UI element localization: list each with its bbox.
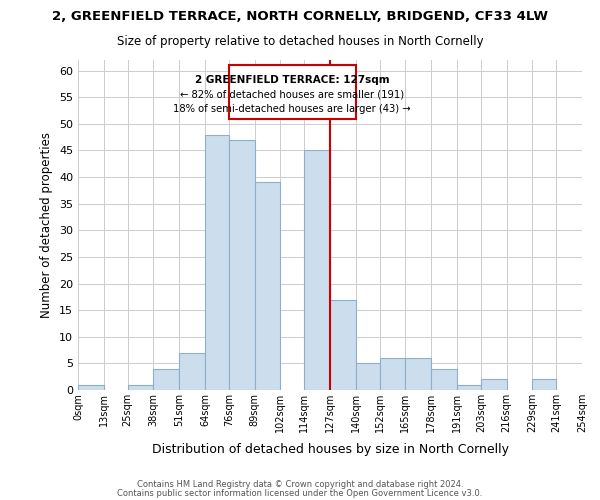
Bar (481, 380, 506, 390)
Text: Contains HM Land Registry data © Crown copyright and database right 2024.: Contains HM Land Registry data © Crown c… (137, 480, 463, 489)
Bar (205, 134, 229, 390)
Bar (330, 300, 356, 390)
Text: 2, GREENFIELD TERRACE, NORTH CORNELLY, BRIDGEND, CF33 4LW: 2, GREENFIELD TERRACE, NORTH CORNELLY, B… (52, 10, 548, 23)
Text: Size of property relative to detached houses in North Cornelly: Size of property relative to detached ho… (116, 35, 484, 48)
Bar (304, 150, 330, 390)
FancyBboxPatch shape (229, 66, 356, 118)
Y-axis label: Number of detached properties: Number of detached properties (40, 132, 53, 318)
Bar (532, 380, 556, 390)
Text: ← 82% of detached houses are smaller (191): ← 82% of detached houses are smaller (19… (180, 90, 404, 100)
Bar (254, 182, 280, 390)
Bar (457, 384, 481, 390)
Bar (229, 140, 254, 390)
Text: Contains public sector information licensed under the Open Government Licence v3: Contains public sector information licen… (118, 488, 482, 498)
Bar (128, 384, 154, 390)
Bar (356, 364, 380, 390)
X-axis label: Distribution of detached houses by size in North Cornelly: Distribution of detached houses by size … (151, 444, 509, 456)
Text: 2 GREENFIELD TERRACE: 127sqm: 2 GREENFIELD TERRACE: 127sqm (195, 75, 389, 85)
Bar (406, 358, 431, 390)
Bar (179, 352, 205, 390)
Text: 18% of semi-detached houses are larger (43) →: 18% of semi-detached houses are larger (… (173, 104, 411, 114)
Bar (431, 368, 457, 390)
Bar (380, 358, 406, 390)
Bar (154, 368, 179, 390)
Bar (78, 384, 104, 390)
